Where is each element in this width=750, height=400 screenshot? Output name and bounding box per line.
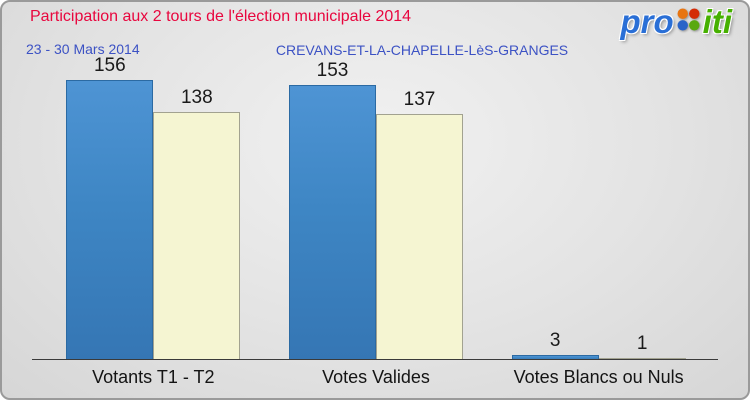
bar-value-label: 137 bbox=[403, 89, 436, 111]
category-label: Votes Valides bbox=[322, 367, 430, 387]
bar-wrap: 137 bbox=[375, 89, 463, 360]
proxiti-logo: pro iti bbox=[621, 2, 733, 41]
bar-wrap: 138 bbox=[153, 87, 241, 360]
bar-value-label: 3 bbox=[549, 330, 561, 352]
logo-text-iti: iti bbox=[702, 2, 732, 40]
bar-group: 153 137 Votes Valides bbox=[288, 60, 463, 387]
bar-blue bbox=[288, 85, 376, 360]
chart-title: Participation aux 2 tours de l'élection … bbox=[30, 8, 412, 25]
bar-chart: 156 138 Votants T1 - T2 153 137 Votes Valides… bbox=[42, 52, 710, 387]
bar-cream bbox=[375, 114, 463, 360]
logo-text-pro: pro bbox=[620, 2, 674, 40]
category-label: Votes Blancs ou Nuls bbox=[513, 367, 684, 387]
bar-blue bbox=[511, 355, 599, 360]
bar-value-label: 138 bbox=[180, 87, 213, 109]
bar-value-label: 153 bbox=[316, 60, 349, 82]
bar-cream bbox=[153, 112, 241, 360]
x-axis-line bbox=[32, 359, 718, 360]
commune-label: CREVANS-ET-LA-CHAPELLE-LèS-GRANGES bbox=[275, 42, 569, 58]
category-label: Votants T1 - T2 bbox=[92, 367, 215, 387]
bar-wrap: 3 bbox=[511, 330, 599, 360]
logo-x-icon bbox=[674, 2, 703, 41]
bar-group: 3 1 Votes Blancs ou Nuls bbox=[511, 330, 686, 387]
bar-value-label: 1 bbox=[636, 333, 648, 355]
bar-value-label: 156 bbox=[93, 55, 126, 77]
date-range-label: 23 - 30 Mars 2014 bbox=[26, 41, 140, 57]
bar-blue bbox=[66, 80, 154, 360]
bar-wrap: 1 bbox=[598, 333, 686, 360]
bar-wrap: 156 bbox=[66, 55, 154, 360]
bar-wrap: 153 bbox=[288, 60, 376, 360]
bar-group: 156 138 Votants T1 - T2 bbox=[66, 55, 241, 387]
